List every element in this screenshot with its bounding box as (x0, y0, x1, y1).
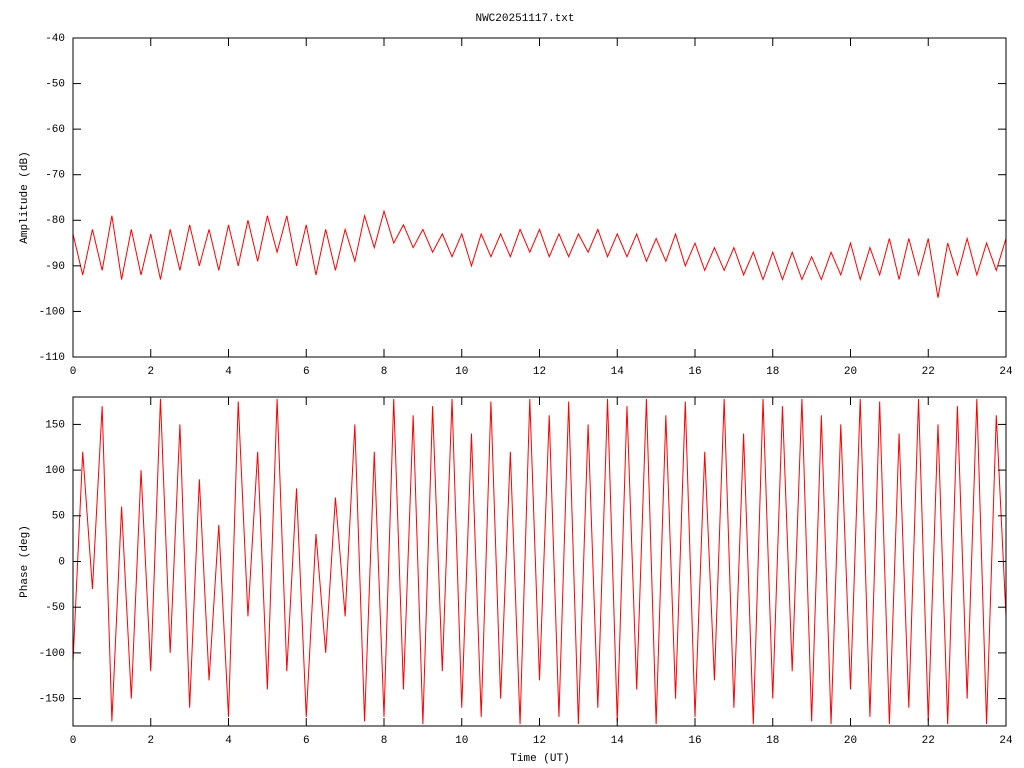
x-tick-label: 0 (70, 735, 77, 747)
x-tick-label: 4 (225, 366, 232, 378)
x-tick-label: 8 (381, 735, 388, 747)
chart-title: NWC20251117.txt (475, 13, 574, 25)
x-tick-label: 10 (455, 366, 468, 378)
y-tick-label: -100 (39, 306, 65, 318)
y-tick-label: -150 (39, 693, 65, 705)
x-tick-label: 20 (844, 735, 857, 747)
plot-frame (72, 37, 1007, 358)
y-tick-label: -80 (45, 215, 65, 227)
data-line (72, 398, 1007, 725)
x-tick-label: 12 (533, 735, 546, 747)
y-tick-label: -40 (45, 33, 65, 45)
data-line (72, 209, 1007, 298)
y-tick-label: -90 (45, 261, 65, 273)
x-tick-label: 24 (999, 735, 1013, 747)
y-tick-label: -110 (39, 352, 65, 364)
x-tick-label: 2 (147, 735, 154, 747)
y-tick-label: 0 (58, 556, 65, 568)
x-tick-label: 14 (611, 735, 625, 747)
y-tick-label: -100 (39, 648, 65, 660)
x-tick-label: 22 (922, 366, 935, 378)
x-tick-label: 10 (455, 735, 468, 747)
y-tick-label: -50 (45, 602, 65, 614)
y-tick-label: 50 (52, 511, 65, 523)
x-tick-label: 2 (147, 366, 154, 378)
x-tick-label: 18 (766, 366, 779, 378)
x-tick-label: 14 (611, 366, 625, 378)
y-tick-label: 100 (45, 465, 65, 477)
x-tick-label: 24 (999, 366, 1013, 378)
y-tick-label: 150 (45, 419, 65, 431)
x-tick-label: 4 (225, 735, 232, 747)
x-tick-label: 6 (303, 735, 310, 747)
y-axis-label: Phase (deg) (19, 525, 31, 598)
y-tick-label: -70 (45, 170, 65, 182)
x-tick-label: 16 (688, 735, 701, 747)
x-tick-label: 20 (844, 366, 857, 378)
x-tick-label: 0 (70, 366, 77, 378)
x-tick-label: 22 (922, 735, 935, 747)
x-tick-label: 18 (766, 735, 779, 747)
x-tick-label: 6 (303, 366, 310, 378)
x-tick-label: 12 (533, 366, 546, 378)
x-tick-label: 16 (688, 366, 701, 378)
x-axis-label: Time (UT) (510, 753, 569, 765)
y-axis-label: Amplitude (dB) (19, 151, 31, 243)
plot-frame (72, 396, 1007, 727)
x-tick-label: 8 (381, 366, 388, 378)
y-tick-label: -50 (45, 78, 65, 90)
y-tick-label: -60 (45, 124, 65, 136)
